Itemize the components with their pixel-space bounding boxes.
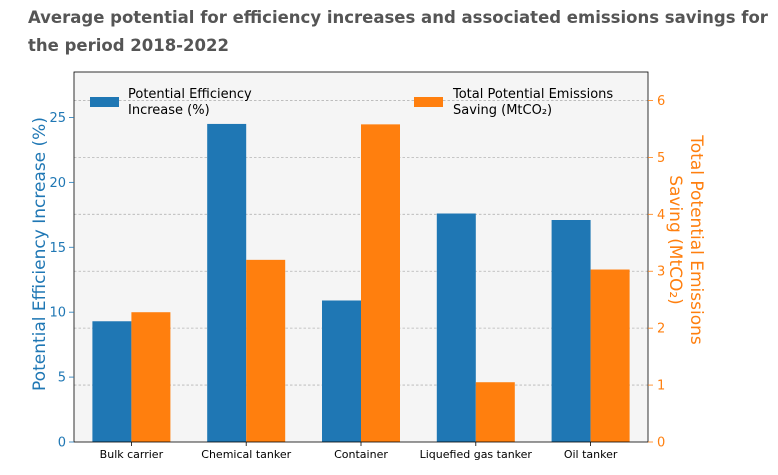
left-tick-label: 5 xyxy=(58,371,66,386)
left-tick-label: 15 xyxy=(49,241,66,256)
right-tick-label: 0 xyxy=(657,436,665,451)
bar-efficiency-bulk-carrier xyxy=(92,321,132,442)
bar-efficiency-container xyxy=(322,300,361,442)
right-axis-label-line: Total Potential Emissions xyxy=(686,134,706,345)
bar-emissions-oil-tanker xyxy=(590,269,630,442)
x-tick-label: Chemical tanker xyxy=(201,448,291,461)
left-tick-label: 20 xyxy=(49,176,66,191)
legend-swatch-emissions xyxy=(414,97,443,107)
left-axis-label: Potential Efficiency Increase (%) xyxy=(30,117,50,391)
legend-label-emissions: Total Potential Emissions xyxy=(452,87,613,102)
right-tick-label: 3 xyxy=(657,265,665,280)
bar-emissions-chemical-tanker xyxy=(246,259,286,442)
legend-label-efficiency: Potential Efficiency xyxy=(128,87,252,102)
right-tick-label: 2 xyxy=(657,322,665,337)
legend-label-efficiency: Increase (%) xyxy=(128,103,210,118)
right-tick-label: 1 xyxy=(657,379,665,394)
legend-label-emissions: Saving (MtCO₂) xyxy=(453,103,552,118)
bar-efficiency-liquefied-gas-tanker xyxy=(436,213,476,442)
bar-emissions-liquefied-gas-tanker xyxy=(475,382,515,442)
left-tick-label: 10 xyxy=(49,306,66,321)
right-tick-label: 5 xyxy=(657,151,665,166)
right-axis-label-line: Saving (MtCO₂) xyxy=(665,175,685,305)
bar-efficiency-oil-tanker xyxy=(551,220,591,442)
legend-swatch-efficiency xyxy=(90,97,119,107)
page-title: Average potential for efficiency increas… xyxy=(28,8,768,55)
x-tick-label: Bulk carrier xyxy=(100,448,164,461)
bar-emissions-bulk-carrier xyxy=(131,312,171,442)
right-tick-label: 6 xyxy=(657,94,665,109)
x-tick-label: Container xyxy=(334,448,388,461)
bars xyxy=(92,123,630,443)
x-tick-label: Liquefied gas tanker xyxy=(420,448,533,461)
right-tick-label: 4 xyxy=(657,208,665,223)
bar-emissions-container xyxy=(361,124,400,442)
left-tick-label: 0 xyxy=(58,436,66,451)
x-axis: Bulk carrier Chemical tanker Container Liqu… xyxy=(100,442,618,461)
x-tick-label: Oil tanker xyxy=(564,448,618,461)
left-tick-label: 25 xyxy=(49,111,66,126)
bar-efficiency-chemical-tanker xyxy=(207,123,247,443)
